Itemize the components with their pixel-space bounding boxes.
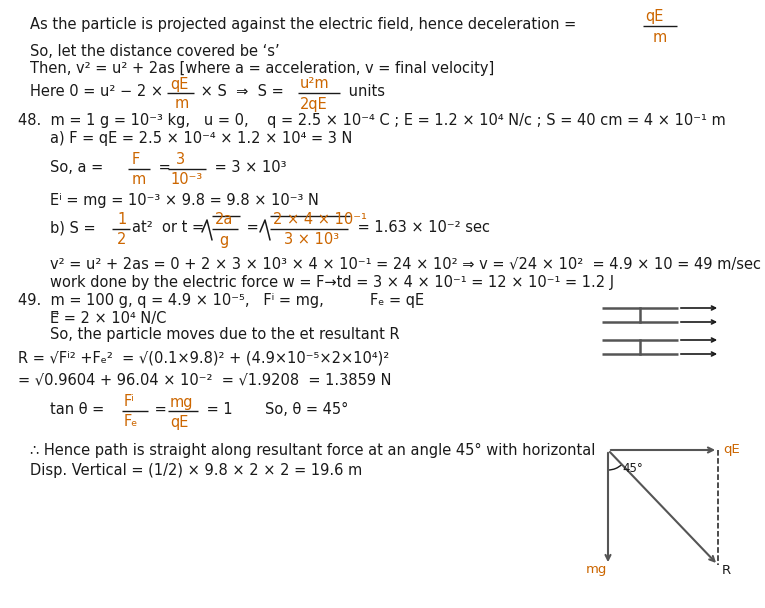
Text: =: = bbox=[154, 161, 175, 176]
Text: × S  ⇒  S =: × S ⇒ S = bbox=[196, 85, 288, 100]
Text: qE: qE bbox=[170, 77, 188, 91]
Text: So, the particle moves due to the et resultant R: So, the particle moves due to the et res… bbox=[50, 328, 399, 342]
Text: ∴ Hence path is straight along resultant force at an angle 45° with horizontal: ∴ Hence path is straight along resultant… bbox=[30, 443, 595, 457]
Text: 48.  m = 1 g = 10⁻³ kg,   u = 0,    q = 2.5 × 10⁻⁴ C ; E = 1.2 × 10⁴ N/c ; S = 4: 48. m = 1 g = 10⁻³ kg, u = 0, q = 2.5 × … bbox=[18, 112, 726, 128]
Text: qE: qE bbox=[723, 443, 740, 457]
Text: g: g bbox=[219, 232, 228, 247]
Text: 10⁻³: 10⁻³ bbox=[170, 173, 202, 187]
Text: 2qE: 2qE bbox=[300, 97, 327, 111]
Text: 1: 1 bbox=[117, 213, 126, 227]
Text: 49.  m = 100 g, q = 4.9 × 10⁻⁵,   Fⁱ = mg,          Fₑ = qE: 49. m = 100 g, q = 4.9 × 10⁻⁵, Fⁱ = mg, … bbox=[18, 292, 424, 308]
Text: = √0.9604 + 96.04 × 10⁻²  = √1.9208  = 1.3859 N: = √0.9604 + 96.04 × 10⁻² = √1.9208 = 1.3… bbox=[18, 373, 392, 387]
Text: v² = u² + 2as = 0 + 2 × 3 × 10³ × 4 × 10⁻¹ = 24 × 10² ⇒ v = √24 × 10²  = 4.9 × 1: v² = u² + 2as = 0 + 2 × 3 × 10³ × 4 × 10… bbox=[50, 258, 761, 272]
Text: m: m bbox=[132, 173, 146, 187]
Text: R: R bbox=[722, 564, 731, 576]
Text: = 3 × 10³: = 3 × 10³ bbox=[210, 161, 287, 176]
Text: u²m: u²m bbox=[300, 77, 330, 91]
Text: Eⁱ = mg = 10⁻³ × 9.8 = 9.8 × 10⁻³ N: Eⁱ = mg = 10⁻³ × 9.8 = 9.8 × 10⁻³ N bbox=[50, 193, 319, 207]
Text: =: = bbox=[150, 402, 171, 418]
Text: qE: qE bbox=[170, 415, 188, 429]
Text: at²  or t =: at² or t = bbox=[132, 221, 209, 235]
Text: mg: mg bbox=[170, 395, 194, 410]
Text: 2a: 2a bbox=[215, 213, 233, 227]
Text: Here 0 = u² − 2 ×: Here 0 = u² − 2 × bbox=[30, 85, 168, 100]
Text: b) S =: b) S = bbox=[50, 221, 100, 235]
Text: m: m bbox=[653, 30, 667, 44]
Text: units: units bbox=[344, 85, 385, 100]
Text: =: = bbox=[242, 221, 263, 235]
Text: Fⁱ: Fⁱ bbox=[124, 395, 135, 410]
Text: 3: 3 bbox=[176, 153, 185, 167]
Text: E⃗ = 2 × 10⁴ N/C: E⃗ = 2 × 10⁴ N/C bbox=[50, 311, 166, 325]
Text: Fₑ: Fₑ bbox=[124, 415, 138, 429]
Text: 2: 2 bbox=[117, 232, 126, 247]
Text: R = √Fⁱ² +Fₑ²  = √(0.1×9.8)² + (4.9×10⁻⁵×2×10⁴)²: R = √Fⁱ² +Fₑ² = √(0.1×9.8)² + (4.9×10⁻⁵×… bbox=[18, 350, 389, 365]
Text: 45°: 45° bbox=[622, 461, 643, 474]
Text: 3 × 10³: 3 × 10³ bbox=[284, 232, 339, 247]
Text: So, let the distance covered be ‘s’: So, let the distance covered be ‘s’ bbox=[30, 44, 280, 60]
Text: work done by the electric force w = F→td = 3 × 4 × 10⁻¹ = 12 × 10⁻¹ = 1.2 J: work done by the electric force w = F→td… bbox=[50, 275, 614, 291]
Text: Then, v² = u² + 2as [where a = acceleration, v = final velocity]: Then, v² = u² + 2as [where a = accelerat… bbox=[30, 61, 494, 75]
Text: a) F = qE = 2.5 × 10⁻⁴ × 1.2 × 10⁴ = 3 N: a) F = qE = 2.5 × 10⁻⁴ × 1.2 × 10⁴ = 3 N bbox=[50, 131, 353, 145]
Text: = 1       So, θ = 45°: = 1 So, θ = 45° bbox=[202, 402, 348, 418]
Text: 2 × 4 × 10⁻¹: 2 × 4 × 10⁻¹ bbox=[273, 213, 367, 227]
Text: F: F bbox=[132, 153, 140, 167]
Text: m: m bbox=[175, 97, 189, 111]
Text: As the particle is projected against the electric field, hence deceleration =: As the particle is projected against the… bbox=[30, 18, 581, 32]
Text: mg: mg bbox=[585, 564, 607, 576]
Text: Disp. Vertical = (1/2) × 9.8 × 2 × 2 = 19.6 m: Disp. Vertical = (1/2) × 9.8 × 2 × 2 = 1… bbox=[30, 463, 363, 477]
Text: qE: qE bbox=[645, 10, 663, 24]
Text: So, a =: So, a = bbox=[50, 161, 108, 176]
Text: tan θ =: tan θ = bbox=[50, 402, 109, 418]
Text: = 1.63 × 10⁻² sec: = 1.63 × 10⁻² sec bbox=[353, 221, 490, 235]
